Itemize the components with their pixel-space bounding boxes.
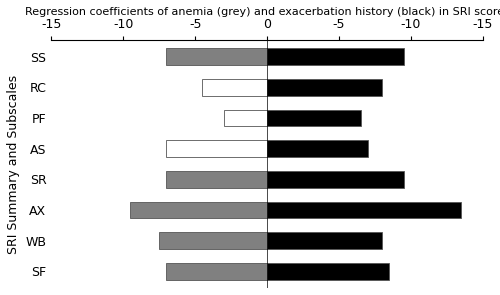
Y-axis label: SRI Summary and Subscales: SRI Summary and Subscales [7,74,20,254]
Bar [166,171,267,188]
Bar [166,140,267,157]
Bar [267,110,360,127]
Title: Regression coefficients of anemia (grey) and exacerbation history (black) in SRI: Regression coefficients of anemia (grey)… [24,7,500,17]
Bar [159,232,267,249]
Bar [267,232,382,249]
Bar [267,79,382,96]
Bar [224,110,267,127]
Bar [267,171,404,188]
Bar [166,48,267,65]
Bar [166,263,267,280]
Bar [267,48,404,65]
Bar [130,201,267,218]
Bar [267,201,462,218]
Bar [267,263,390,280]
Bar [267,140,368,157]
Bar [202,79,267,96]
